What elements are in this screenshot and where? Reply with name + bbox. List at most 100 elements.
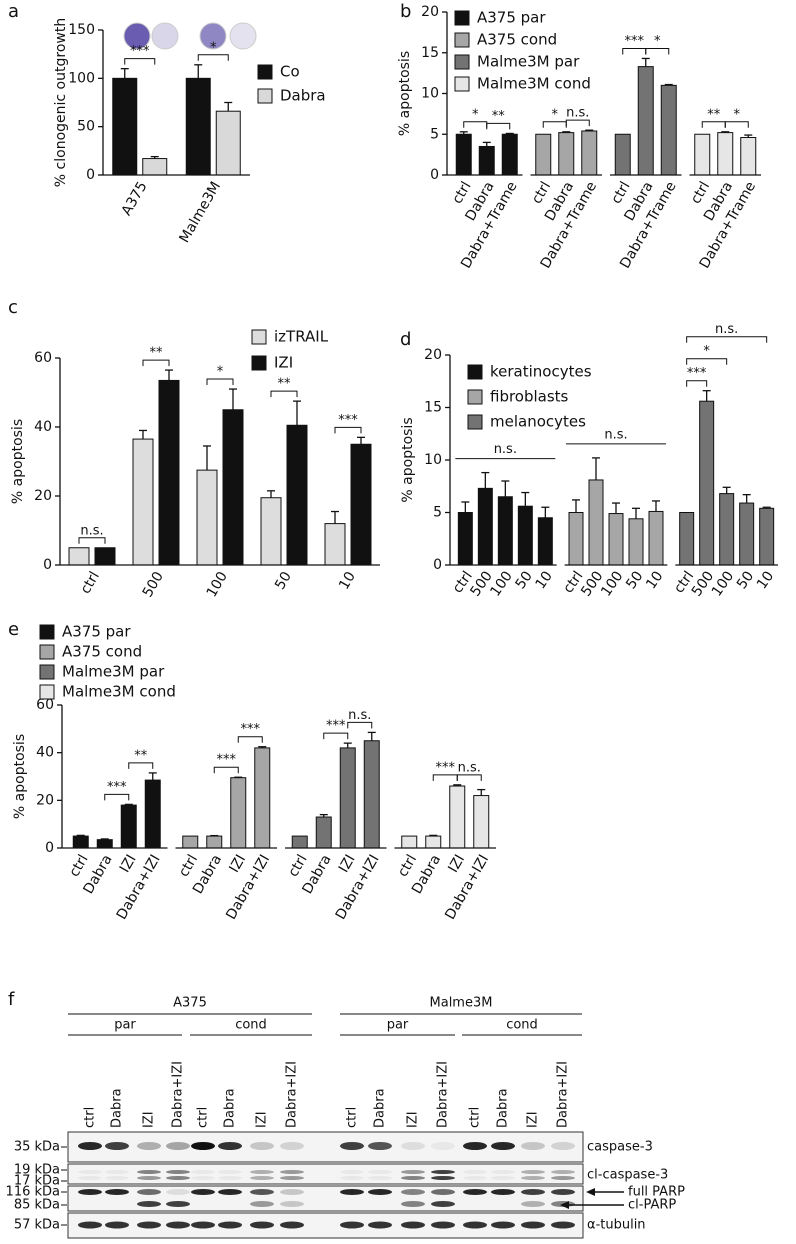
protein-label: caspase-3 bbox=[587, 1140, 653, 1155]
legend-swatch bbox=[454, 54, 470, 70]
x-tick-label: 10 bbox=[643, 568, 666, 592]
band bbox=[551, 1170, 575, 1174]
band bbox=[137, 1142, 161, 1150]
significance-label: *** bbox=[241, 722, 261, 737]
band bbox=[491, 1170, 515, 1174]
bar bbox=[517, 505, 533, 566]
band bbox=[521, 1221, 545, 1229]
bar bbox=[473, 795, 490, 849]
band bbox=[105, 1221, 129, 1229]
lane-label: ctrl bbox=[468, 1107, 483, 1128]
bar bbox=[144, 779, 161, 849]
significance-bracket bbox=[456, 774, 482, 781]
legend-swatch bbox=[454, 32, 470, 48]
bar bbox=[759, 507, 775, 566]
band bbox=[551, 1221, 575, 1229]
y-tick-label: 0 bbox=[430, 167, 439, 183]
y-tick-label: 20 bbox=[36, 792, 54, 808]
lane-label: ctrl bbox=[196, 1107, 211, 1128]
band bbox=[166, 1189, 190, 1195]
marker-label: 35 kDa bbox=[14, 1140, 60, 1155]
bar bbox=[158, 379, 180, 566]
legend-label: Malme3M par bbox=[62, 663, 165, 681]
band bbox=[191, 1221, 215, 1229]
significance-label: *** bbox=[625, 34, 645, 49]
band bbox=[137, 1221, 161, 1229]
y-tick-label: 0 bbox=[43, 557, 52, 573]
y-tick-label: 150 bbox=[68, 22, 95, 38]
significance-bracket bbox=[124, 58, 156, 65]
bar bbox=[142, 158, 168, 176]
band bbox=[491, 1142, 515, 1150]
significance-label: n.s. bbox=[604, 427, 627, 442]
band bbox=[105, 1170, 129, 1174]
bar bbox=[637, 66, 654, 176]
bar bbox=[739, 502, 755, 566]
bar bbox=[72, 835, 89, 849]
significance-label: n.s. bbox=[80, 523, 103, 538]
band bbox=[137, 1201, 161, 1207]
y-tick-label: 40 bbox=[36, 745, 54, 761]
band bbox=[491, 1189, 515, 1195]
significance-bracket bbox=[686, 336, 768, 343]
bar bbox=[568, 512, 584, 566]
bar bbox=[120, 804, 137, 849]
marker-label: 116 kDa bbox=[6, 1185, 60, 1200]
x-tick-label: IZI bbox=[226, 852, 249, 875]
y-tick-label: 0 bbox=[433, 557, 442, 573]
significance-bracket bbox=[78, 537, 106, 544]
band bbox=[137, 1170, 161, 1174]
significance-bracket bbox=[686, 380, 708, 387]
band bbox=[218, 1176, 242, 1180]
legend-label: A375 par bbox=[477, 9, 546, 27]
significance-bracket bbox=[323, 732, 349, 740]
y-tick-label: 10 bbox=[424, 452, 442, 468]
legend-label: Dabra bbox=[280, 87, 326, 105]
band bbox=[280, 1142, 304, 1150]
significance-bracket bbox=[213, 766, 239, 774]
significance-label: *** bbox=[338, 413, 358, 428]
band bbox=[340, 1142, 364, 1150]
bar bbox=[694, 133, 711, 176]
band bbox=[191, 1189, 215, 1195]
significance-label: ** bbox=[278, 377, 292, 392]
x-tick-label: 50 bbox=[623, 568, 646, 592]
bar bbox=[740, 137, 757, 176]
significance-label: * bbox=[472, 107, 479, 122]
legend-swatch bbox=[39, 624, 55, 640]
condition-label: par bbox=[114, 1018, 136, 1033]
band bbox=[431, 1201, 455, 1207]
lane-label: Dabra+IZI bbox=[285, 1061, 300, 1128]
bar bbox=[648, 510, 664, 566]
panel-letter: d bbox=[400, 329, 411, 350]
legend-swatch bbox=[39, 644, 55, 660]
significance-label: * bbox=[210, 40, 217, 55]
legend-label: A375 cond bbox=[62, 643, 142, 661]
bar bbox=[608, 513, 624, 566]
significance-label: * bbox=[703, 344, 710, 359]
band bbox=[166, 1221, 190, 1229]
bar bbox=[254, 747, 271, 849]
bar bbox=[350, 443, 372, 566]
band bbox=[191, 1142, 215, 1150]
significance-label: * bbox=[217, 365, 224, 380]
significance-bracket bbox=[432, 774, 458, 781]
marker-label: 57 kDa bbox=[14, 1218, 60, 1233]
x-tick-label: A375 bbox=[119, 179, 151, 218]
marker-label: 17 kDa bbox=[14, 1174, 60, 1189]
y-tick-label: 20 bbox=[34, 488, 52, 504]
band bbox=[250, 1176, 274, 1180]
x-tick-label: IZI bbox=[445, 852, 468, 875]
significance-bracket bbox=[128, 762, 154, 769]
legend-swatch bbox=[251, 355, 267, 371]
condition-label: cond bbox=[506, 1018, 538, 1033]
legend-swatch bbox=[39, 664, 55, 680]
significance-label: * bbox=[654, 34, 661, 49]
bar bbox=[182, 835, 199, 849]
band bbox=[280, 1170, 304, 1174]
bar bbox=[315, 816, 332, 849]
significance-bracket bbox=[701, 121, 726, 128]
bar bbox=[94, 547, 116, 566]
x-tick-label: 50 bbox=[272, 569, 295, 592]
bar bbox=[588, 479, 604, 566]
